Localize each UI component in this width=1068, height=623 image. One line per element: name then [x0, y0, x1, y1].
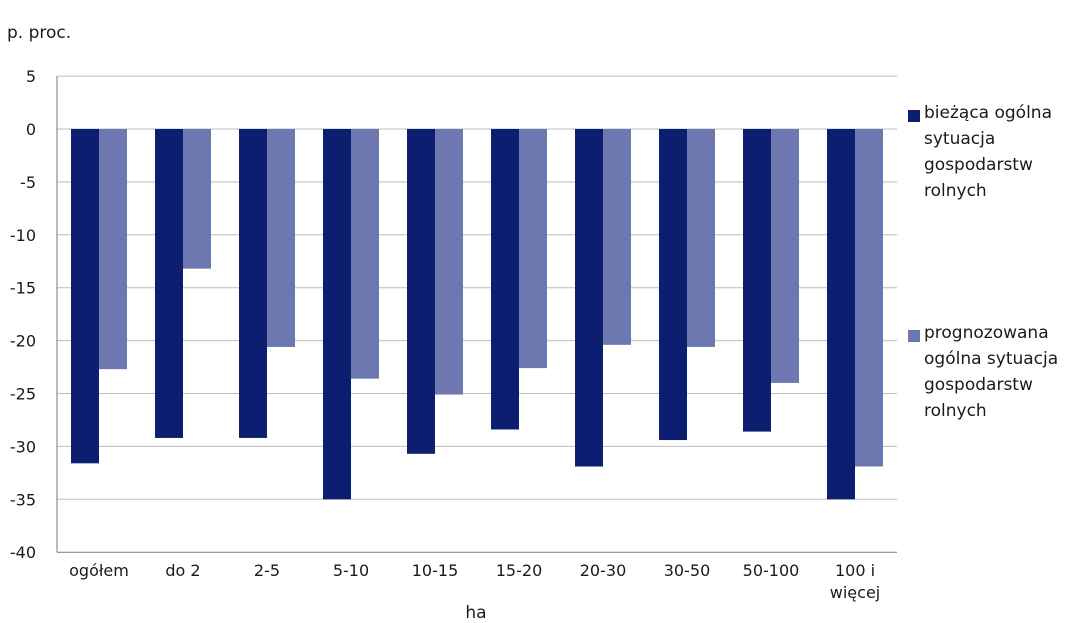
x-tick-label: 5-10 — [333, 561, 369, 580]
x-tick-labels: ogółem do 2 2-5 5-10 10-15 15-20 20-30 30-50 50-… — [69, 561, 880, 602]
bar-current-7 — [575, 129, 603, 467]
y-tick-label: -15 — [10, 279, 36, 298]
x-tick-label: 30-50 — [664, 561, 711, 580]
bar-current-8 — [659, 129, 687, 441]
bar-forecast-9 — [771, 129, 799, 383]
y-tick-label: -35 — [10, 490, 36, 509]
bar-chart: p. proc. 5 0 -5 -10 -15 -20 -25 -30 -35 -40 ogółe… — [7, 23, 897, 623]
x-tick-label: 15-20 — [496, 561, 543, 580]
legend: bieżąca ogólna sytuacja gospodarstw roln… — [908, 0, 1068, 623]
bar-current-2 — [155, 129, 183, 438]
legend-swatch-current — [908, 110, 920, 122]
x-tick-label: 100 i więcej — [830, 561, 880, 602]
bar-current-6 — [491, 129, 519, 430]
y-unit-label: p. proc. — [7, 23, 71, 43]
y-tick-label: -40 — [10, 543, 36, 562]
bar-forecast-10 — [855, 129, 883, 467]
x-tick-label: do 2 — [165, 561, 200, 580]
x-axis-title: ha — [465, 603, 486, 623]
bar-forecast-6 — [519, 129, 547, 369]
x-tick-label: 50-100 — [743, 561, 800, 580]
x-tick-label: 20-30 — [580, 561, 627, 580]
bars — [71, 129, 883, 500]
y-tick-label: -5 — [20, 173, 36, 192]
bar-forecast-3 — [267, 129, 295, 347]
bar-current-4 — [323, 129, 351, 500]
y-tick-label: -25 — [10, 385, 36, 404]
y-tick-label: 5 — [26, 67, 36, 86]
bar-forecast-7 — [603, 129, 631, 345]
bar-current-3 — [239, 129, 267, 438]
legend-swatch-forecast — [908, 330, 920, 342]
bar-forecast-4 — [351, 129, 379, 379]
bar-forecast-8 — [687, 129, 715, 347]
bar-current-9 — [743, 129, 771, 432]
y-tick-label: -10 — [10, 226, 36, 245]
bar-current-10 — [827, 129, 855, 500]
y-tick-labels: 5 0 -5 -10 -15 -20 -25 -30 -35 -40 — [10, 67, 36, 562]
bar-forecast-2 — [183, 129, 211, 269]
bar-forecast-1 — [99, 129, 127, 370]
x-tick-label: ogółem — [69, 561, 129, 580]
x-tick-label: 2-5 — [254, 561, 280, 580]
y-tick-label: -30 — [10, 437, 36, 456]
y-tick-label: 0 — [26, 120, 36, 139]
x-tick-label: 10-15 — [412, 561, 459, 580]
legend-label-forecast: prognozowana ogólna sytuacja gospodarstw… — [924, 323, 1059, 421]
bar-current-1 — [71, 129, 99, 464]
bar-forecast-5 — [435, 129, 463, 395]
bar-current-5 — [407, 129, 435, 454]
legend-label-current: bieżąca ogólna sytuacja gospodarstw roln… — [924, 103, 1052, 201]
y-tick-label: -20 — [10, 332, 36, 351]
